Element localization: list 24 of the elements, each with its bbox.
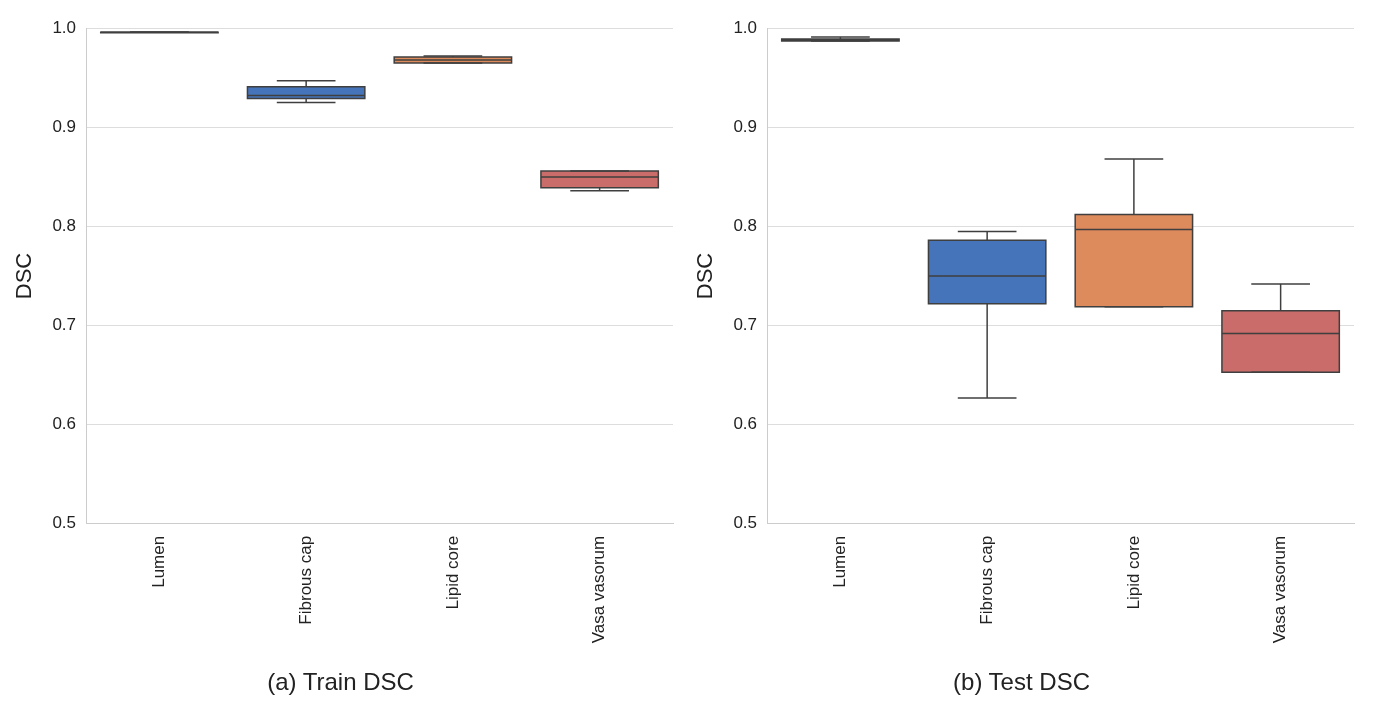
y-tick-label: 0.5 xyxy=(733,513,758,533)
y-tick-label: 0.6 xyxy=(52,414,77,434)
x-tick-label: Lumen xyxy=(830,535,850,588)
x-tick-label: Fibrous cap xyxy=(976,535,996,625)
x-tick-label: Vasa vasorum xyxy=(589,535,609,644)
y-axis-title: DSC xyxy=(692,252,718,300)
y-tick-label: 0.8 xyxy=(52,216,77,236)
y-tick-label: 0.7 xyxy=(733,315,758,335)
y-axis-title: DSC xyxy=(11,252,37,300)
y-tick-label: 1.0 xyxy=(733,17,758,37)
x-tick-label: Lipid core xyxy=(442,535,462,610)
y-tick-label: 0.6 xyxy=(733,414,758,434)
x-tick-label: Lumen xyxy=(149,535,169,588)
x-tick-label: Vasa vasorum xyxy=(1270,535,1290,644)
y-tick-label: 0.9 xyxy=(52,117,77,137)
y-tick-label: 0.7 xyxy=(52,315,77,335)
y-tick-label: 0.5 xyxy=(52,513,77,533)
y-tick-label: 1.0 xyxy=(52,17,77,37)
x-tick-label: Lipid core xyxy=(1123,535,1143,610)
text: (a) Train DSC xyxy=(267,668,414,696)
y-tick-label: 0.8 xyxy=(733,216,758,236)
x-tick-label: Fibrous cap xyxy=(295,535,315,625)
text: (b) Test DSC xyxy=(953,668,1090,696)
y-tick-label: 0.9 xyxy=(733,117,758,137)
